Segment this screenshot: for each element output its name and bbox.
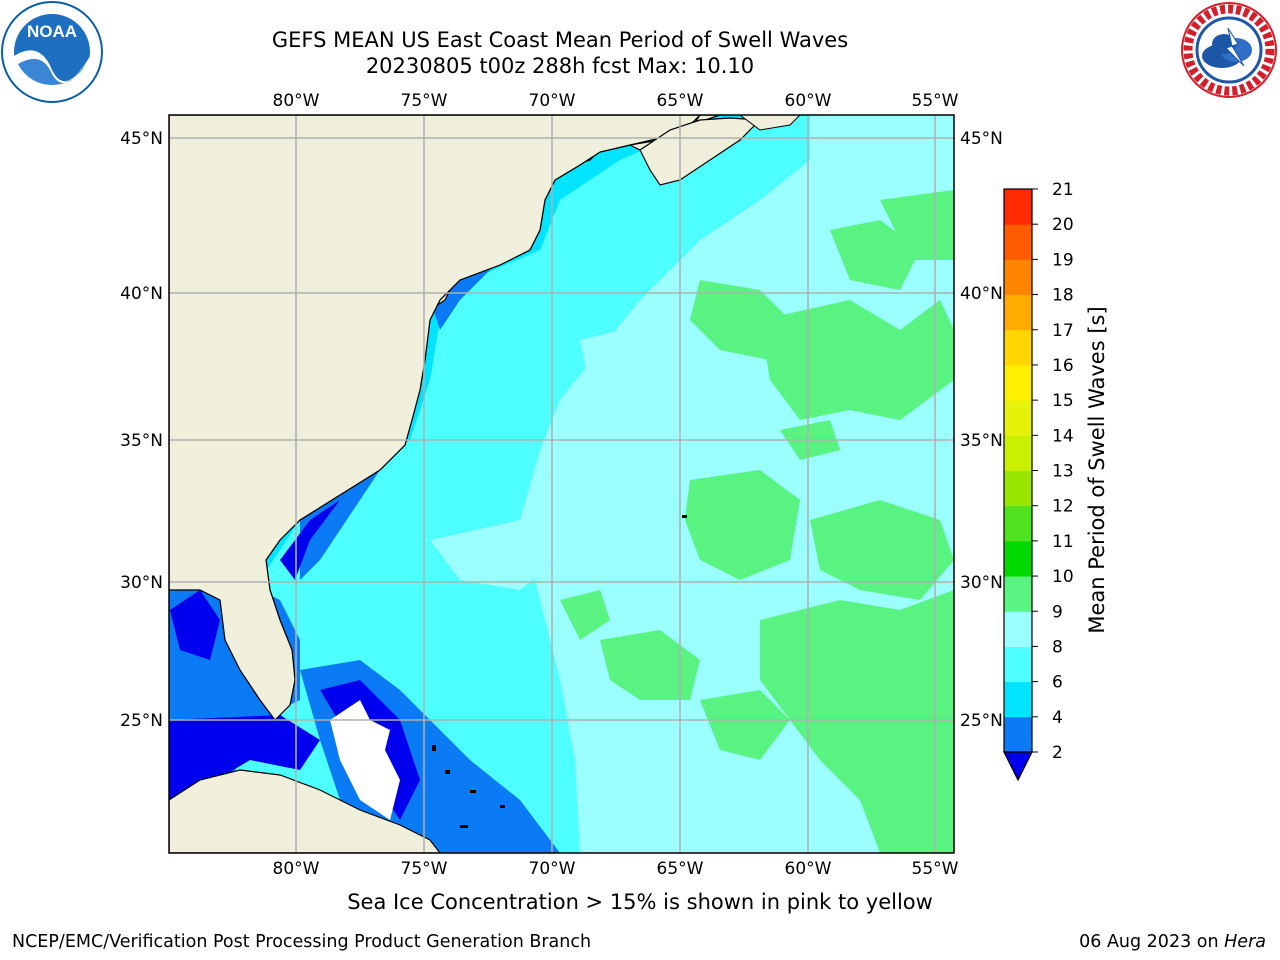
map-gridlines — [169, 115, 954, 853]
colorbar-tick-label: 19 — [1052, 250, 1074, 270]
colorbar-segment — [1004, 576, 1032, 612]
lat-label-left: 40°N — [120, 284, 163, 304]
lat-label-left: 35°N — [120, 431, 163, 451]
colorbar-segment — [1004, 611, 1032, 647]
sea-ice-note: Sea Ice Concentration > 15% is shown in … — [347, 890, 933, 914]
lon-label-bottom: 65°W — [657, 859, 704, 879]
lat-label-left: 30°N — [120, 573, 163, 593]
colorbar-tick-label: 2 — [1052, 743, 1063, 763]
land-nova-scotia — [639, 117, 762, 186]
colorbar-segment — [1004, 435, 1032, 471]
lon-label-top: 75°W — [401, 91, 448, 111]
colorbar-tick-label: 13 — [1052, 462, 1074, 482]
colorbar-tick-label: 18 — [1052, 286, 1074, 306]
colorbar-tick-label: 6 — [1052, 673, 1063, 693]
colorbar-segment — [1004, 329, 1032, 366]
lat-label-right: 30°N — [960, 573, 1003, 593]
colorbar-segment — [1004, 189, 1032, 225]
colorbar-segment — [1004, 400, 1032, 436]
lon-label-top: 70°W — [529, 91, 576, 111]
colorbar-tick-label: 8 — [1052, 637, 1063, 657]
colorbar-segment — [1004, 294, 1032, 331]
colorbar-under-arrow — [1003, 751, 1033, 782]
lat-label-right: 35°N — [960, 431, 1003, 451]
colorbar-tick-label: 10 — [1052, 567, 1074, 587]
map-frame — [168, 114, 955, 854]
colorbar-tick-label: 14 — [1052, 426, 1074, 446]
colorbar-segment — [1004, 505, 1032, 542]
colorbar-segment — [1004, 681, 1032, 718]
footer-host: Hera — [1224, 932, 1266, 952]
lon-label-top: 80°W — [273, 91, 320, 111]
colorbar-tick-label: 17 — [1052, 321, 1074, 341]
lon-label-top: 65°W — [657, 91, 704, 111]
lon-labels: 80°W 75°W 70°W 65°W 60°W 55°W 80°W 75°W … — [273, 91, 959, 879]
colorbar-segment — [1004, 540, 1032, 577]
lat-label-right: 25°N — [960, 711, 1003, 731]
colorbar-tick-label: 20 — [1052, 215, 1074, 235]
colorbar-segment — [1004, 364, 1032, 401]
land-cuba — [169, 769, 441, 853]
footer-date-text: 06 Aug 2023 on — [1079, 932, 1225, 952]
noaa-logo-text: NOAA — [27, 22, 77, 41]
colorbar-segment — [1004, 224, 1032, 260]
chart-subtitle: 20230805 t00z 288h fcst Max: 10.10 — [365, 54, 755, 78]
lon-label-top: 60°W — [785, 91, 832, 111]
colorbar-tick-label: 11 — [1052, 532, 1074, 552]
colorbar: 2 4 6 8 9 10 11 12 13 14 15 16 17 18 19 20 21 — [1003, 180, 1074, 782]
colorbar-tick-label: 15 — [1052, 391, 1074, 411]
colorbar-segment — [1004, 259, 1032, 296]
colorbar-tick-label: 21 — [1052, 180, 1074, 200]
noaa-logo: NOAA — [1, 1, 103, 103]
lat-label-right: 45°N — [960, 129, 1003, 149]
footer-date: 06 Aug 2023 on Hera — [1079, 932, 1266, 952]
lat-label-left: 25°N — [120, 711, 163, 731]
lon-label-bottom: 60°W — [785, 859, 832, 879]
lat-label-right: 40°N — [960, 284, 1003, 304]
map-plot-area — [169, 115, 954, 853]
lon-label-bottom: 70°W — [529, 859, 576, 879]
footer-credit: NCEP/EMC/Verification Post Processing Pr… — [12, 932, 592, 952]
lat-labels: 45°N 40°N 35°N 30°N 25°N 45°N 40°N 35°N … — [120, 129, 1003, 731]
nws-logo — [1181, 2, 1277, 98]
chart-title: GEFS MEAN US East Coast Mean Period of S… — [271, 28, 849, 52]
colorbar-tick-label: 4 — [1052, 708, 1063, 728]
colorbar-tick-label: 9 — [1052, 602, 1063, 622]
lon-label-bottom: 75°W — [401, 859, 448, 879]
colorbar-segment — [1004, 470, 1032, 507]
lat-label-left: 45°N — [120, 129, 163, 149]
lon-label-bottom: 55°W — [912, 859, 959, 879]
lon-label-bottom: 80°W — [273, 859, 320, 879]
colorbar-segment — [1004, 716, 1032, 753]
colorbar-tick-label: 12 — [1052, 497, 1074, 517]
lon-label-top: 55°W — [912, 91, 959, 111]
colorbar-segment — [1004, 646, 1032, 683]
colorbar-tick-label: 16 — [1052, 356, 1074, 376]
